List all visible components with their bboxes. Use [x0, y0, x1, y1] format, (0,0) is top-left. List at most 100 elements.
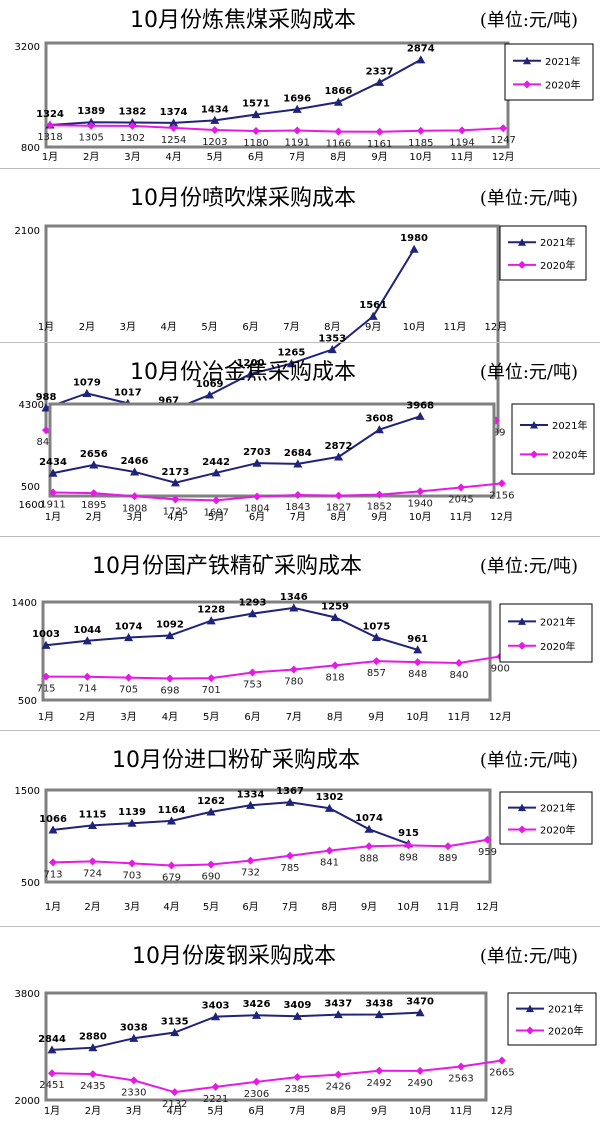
- data-point: [371, 632, 381, 641]
- data-label: 679: [162, 873, 181, 884]
- divider: [0, 342, 600, 343]
- legend-marker: [518, 803, 526, 812]
- data-point: [483, 835, 492, 844]
- series-line: [52, 415, 421, 484]
- data-point: [169, 118, 179, 127]
- data-point: [127, 818, 137, 827]
- data-point: [46, 121, 54, 130]
- series-line: [51, 1011, 421, 1051]
- data-label: 2330: [121, 1087, 146, 1098]
- divider: [0, 168, 600, 169]
- data-label: 701: [202, 685, 221, 696]
- data-label: 1228: [197, 605, 225, 616]
- chart-title: 10月份进口粉矿采购成本: [112, 748, 360, 773]
- chart-panel-coking-coal: 10月份炼焦煤采购成本 (单位:元/吨) 3200 800 1月 2月 3月 4月 5月 6月…: [0, 0, 600, 168]
- legend-label: 2020年: [540, 640, 575, 653]
- data-point: [89, 460, 99, 469]
- data-label: 714: [78, 684, 97, 695]
- x-tick-label: 7月: [283, 321, 299, 333]
- data-point: [413, 658, 422, 667]
- data-point: [251, 110, 261, 119]
- legend-marker: [526, 1026, 534, 1035]
- data-label: 1353: [318, 334, 346, 345]
- x-tick-label: 12月: [485, 321, 508, 333]
- series-line: [52, 838, 488, 867]
- x-tick-label: 2月: [86, 511, 102, 523]
- data-point: [375, 490, 384, 499]
- data-label: 1318: [37, 132, 62, 143]
- data-point: [49, 488, 57, 497]
- data-point: [458, 126, 466, 135]
- legend-label: 2020年: [545, 78, 580, 91]
- y-tick-label: 800: [21, 143, 40, 154]
- chart-panel-met-coke: 10月份冶金焦采购成本 (单位:元/吨) 4300 1600 1月 2月 3月 4月 5月 6…: [0, 346, 600, 534]
- data-point: [48, 1069, 56, 1078]
- data-point: [49, 858, 57, 867]
- series-line: [51, 1059, 503, 1094]
- data-label: 2306: [244, 1089, 269, 1100]
- legend-label: 2021年: [540, 236, 575, 249]
- data-label: 2703: [243, 447, 271, 458]
- y-tick-label: 500: [21, 878, 40, 889]
- data-label: 1808: [122, 503, 147, 514]
- data-point: [88, 1043, 98, 1052]
- x-tick-label: 6月: [242, 901, 258, 913]
- data-label: 1180: [243, 138, 268, 149]
- data-point: [333, 97, 343, 106]
- data-label: 2434: [39, 457, 67, 468]
- data-label: 2451: [39, 1080, 64, 1091]
- data-point: [374, 425, 384, 434]
- legend-label: 2021年: [545, 55, 580, 68]
- x-tick-label: 6月: [242, 321, 258, 333]
- x-tick-label: 1月: [42, 151, 58, 163]
- data-label: 753: [243, 679, 262, 690]
- x-tick-label: 5月: [207, 1105, 223, 1117]
- data-point: [89, 489, 98, 498]
- data-label: 2665: [489, 1067, 514, 1078]
- data-label: 724: [83, 868, 102, 879]
- data-label: 967: [158, 395, 179, 406]
- data-point: [416, 487, 425, 496]
- x-tick-label: 7月: [290, 511, 306, 523]
- data-point: [293, 126, 302, 135]
- data-label: 888: [359, 853, 378, 864]
- y-tick-label: 500: [21, 482, 40, 493]
- data-point: [455, 658, 463, 667]
- data-label: 961: [407, 634, 428, 645]
- data-label: 1696: [283, 93, 311, 104]
- x-tick-label: 3月: [126, 1105, 142, 1117]
- data-point: [497, 1056, 506, 1065]
- data-point: [252, 1077, 261, 1086]
- data-point: [499, 124, 508, 133]
- chart-title: 10月份喷吹煤采购成本: [130, 186, 356, 211]
- data-label: 1346: [280, 592, 308, 603]
- data-point: [365, 842, 373, 851]
- data-point: [364, 824, 374, 833]
- data-label: 1367: [276, 786, 304, 797]
- data-label: 889: [438, 853, 457, 864]
- chart-title: 10月份废钢采购成本: [132, 944, 336, 969]
- x-tick-label: 6月: [244, 711, 260, 723]
- data-label: 988: [36, 392, 57, 403]
- data-point: [292, 1011, 302, 1020]
- y-tick-label: 2100: [15, 226, 40, 237]
- data-label: 1940: [407, 498, 432, 509]
- data-label: 2874: [407, 44, 435, 55]
- data-label: 2221: [203, 1094, 228, 1105]
- data-label: 1191: [284, 138, 309, 149]
- data-point: [207, 860, 215, 869]
- chart-panel-imported-fines: 10月份进口粉矿采购成本 (单位:元/吨) 1500 500 1月 2月 3月 4月 5月 6…: [0, 734, 600, 922]
- x-tick-label: 3月: [126, 511, 142, 523]
- data-point: [331, 661, 340, 670]
- x-tick-label: 2月: [84, 901, 100, 913]
- x-tick-label: 1月: [38, 711, 54, 723]
- data-label: 2490: [407, 1078, 432, 1089]
- data-label: 2880: [79, 1032, 107, 1043]
- data-point: [170, 1028, 180, 1037]
- divider: [0, 730, 600, 731]
- x-tick-label: 11月: [451, 151, 474, 163]
- data-label: 3608: [365, 414, 393, 425]
- x-tick-label: 1月: [38, 321, 54, 333]
- data-label: 1079: [73, 377, 101, 388]
